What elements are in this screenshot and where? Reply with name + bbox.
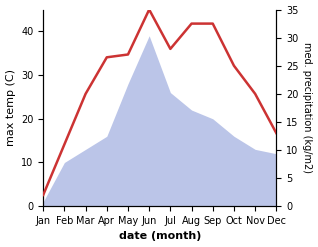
Y-axis label: max temp (C): max temp (C): [5, 69, 16, 146]
X-axis label: date (month): date (month): [119, 231, 201, 242]
Y-axis label: med. precipitation (kg/m2): med. precipitation (kg/m2): [302, 42, 313, 173]
